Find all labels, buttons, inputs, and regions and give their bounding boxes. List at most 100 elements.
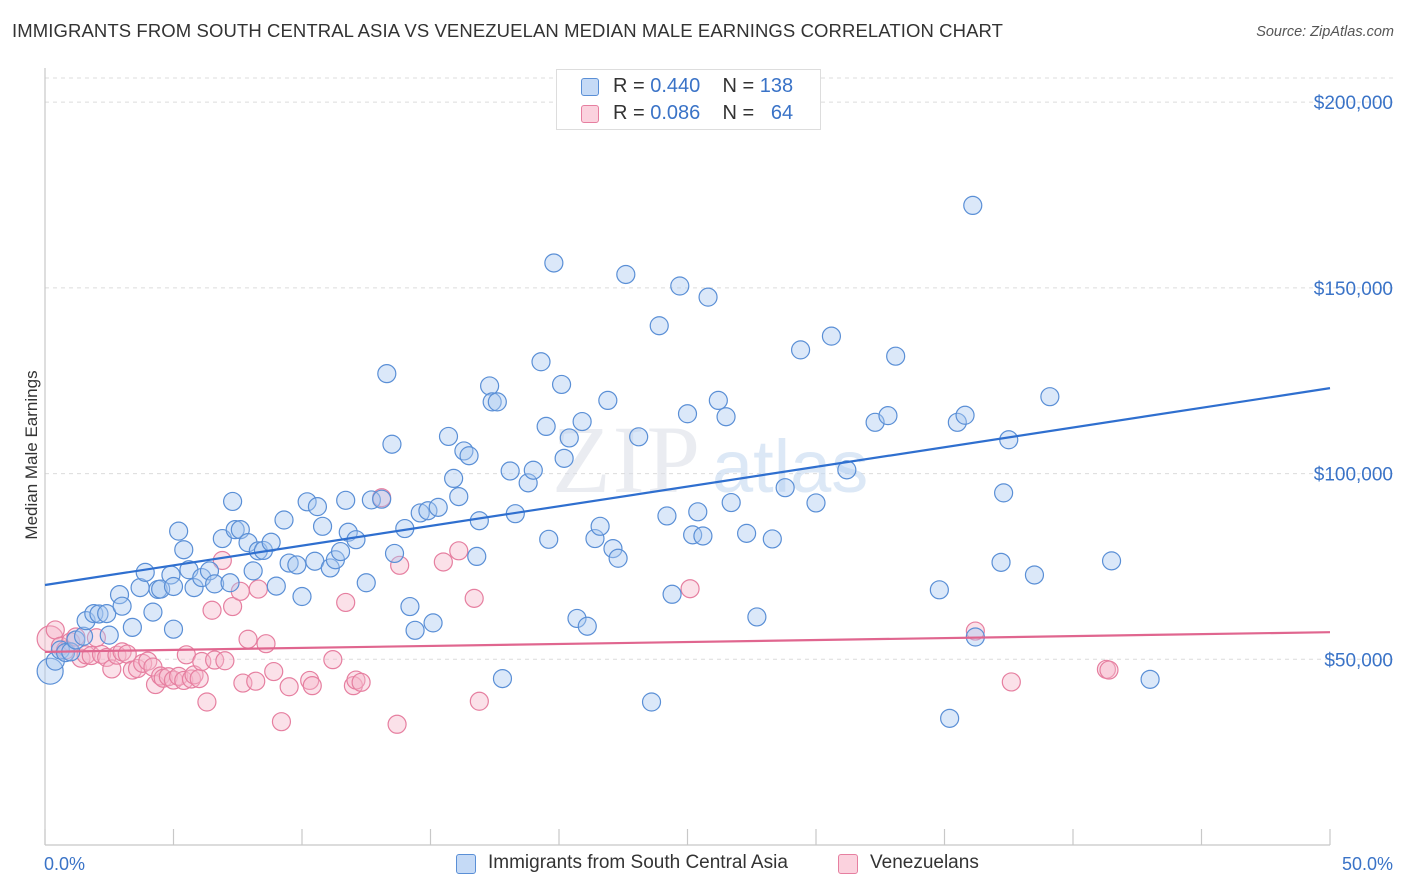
data-point — [737, 523, 757, 543]
data-point — [629, 427, 649, 447]
data-point — [418, 501, 438, 521]
trend-line-venezuelans — [44, 631, 1331, 653]
legend-label: Immigrants from South Central Asia — [488, 852, 788, 873]
data-point — [677, 404, 698, 424]
data-point — [762, 529, 782, 549]
data-point — [163, 619, 184, 639]
data-point — [464, 588, 484, 608]
data-point — [698, 287, 718, 307]
data-point — [377, 364, 397, 384]
data-point — [292, 586, 312, 607]
data-point — [163, 576, 184, 597]
data-point — [531, 352, 551, 372]
data-point — [89, 604, 109, 624]
chart-title: IMMIGRANTS FROM SOUTH CENTRAL ASIA VS VE… — [12, 20, 1004, 41]
data-point — [590, 516, 610, 536]
data-point — [459, 446, 479, 466]
data-point — [174, 540, 194, 560]
data-point — [135, 562, 155, 582]
r-value: 0.440 — [650, 75, 701, 97]
r-label: R = — [613, 102, 651, 124]
y-tick-label: $150,000 — [1314, 279, 1393, 300]
data-point — [572, 411, 592, 432]
data-point — [271, 712, 292, 732]
data-point — [688, 502, 708, 522]
data-point — [940, 708, 960, 728]
data-point — [449, 541, 469, 561]
data-point — [616, 264, 636, 285]
data-point — [955, 405, 975, 425]
data-point — [641, 692, 662, 712]
data-point — [97, 603, 117, 624]
data-point — [351, 672, 371, 692]
data-point — [356, 573, 376, 593]
data-point — [775, 478, 795, 498]
venezuelans-points — [36, 488, 1119, 734]
data-point — [585, 528, 605, 549]
data-point — [174, 670, 194, 691]
y-tick-labels: $50,000 $100,000 $150,000 $200,000 — [1314, 93, 1393, 671]
legend-label: Venezuelans — [870, 852, 979, 873]
data-point — [670, 276, 690, 296]
data-point — [433, 552, 453, 572]
data-point — [608, 548, 628, 568]
data-point — [220, 573, 240, 593]
data-point — [205, 574, 225, 594]
n-value: 64 — [770, 102, 794, 124]
x-tick-label: 0.0% — [44, 854, 85, 874]
data-point — [821, 326, 842, 346]
data-point — [991, 552, 1011, 572]
data-point — [947, 412, 967, 432]
data-point — [790, 340, 811, 360]
legend-swatch-blue — [456, 854, 476, 874]
data-point — [223, 596, 243, 617]
data-point — [45, 620, 65, 640]
data-point — [36, 657, 64, 685]
data-point — [205, 650, 225, 670]
data-point — [238, 533, 258, 553]
data-point — [323, 650, 343, 670]
data-point — [264, 661, 284, 682]
data-point — [246, 671, 266, 691]
x-tick-labels: 0.0% 50.0% — [44, 854, 1393, 874]
data-point — [747, 607, 767, 627]
data-point — [551, 374, 572, 395]
data-point — [559, 428, 579, 448]
data-point — [127, 658, 148, 679]
data-point — [1099, 660, 1119, 680]
data-point — [336, 592, 356, 613]
data-point — [1024, 565, 1045, 585]
data-point — [73, 626, 94, 646]
data-point — [297, 492, 317, 512]
data-point — [212, 550, 232, 571]
data-point — [878, 406, 898, 426]
data-point — [554, 448, 574, 468]
y-tick-label: $50,000 — [1324, 650, 1393, 671]
data-point — [680, 579, 700, 599]
axes — [44, 68, 1331, 846]
data-point — [449, 487, 469, 507]
data-point — [1140, 669, 1160, 689]
x-tick-label: 50.0% — [1342, 854, 1393, 874]
data-point — [99, 625, 119, 645]
data-point — [1040, 387, 1060, 407]
data-point — [428, 497, 448, 517]
data-point — [544, 253, 564, 273]
data-point — [469, 511, 489, 531]
data-point — [109, 585, 130, 605]
r-value: 0.086 — [650, 102, 701, 124]
data-point — [243, 561, 263, 581]
legend-swatch-pink — [581, 105, 599, 123]
data-point — [372, 489, 392, 509]
data-point — [708, 390, 728, 410]
data-point — [189, 668, 209, 689]
watermark-atlas: atlas — [712, 425, 868, 508]
data-point — [405, 620, 425, 640]
y-axis-label: Median Male Earnings — [22, 370, 41, 539]
data-point — [963, 195, 983, 215]
data-point — [467, 546, 487, 567]
data-point — [274, 510, 294, 530]
data-point — [438, 426, 459, 447]
data-point — [256, 634, 276, 654]
